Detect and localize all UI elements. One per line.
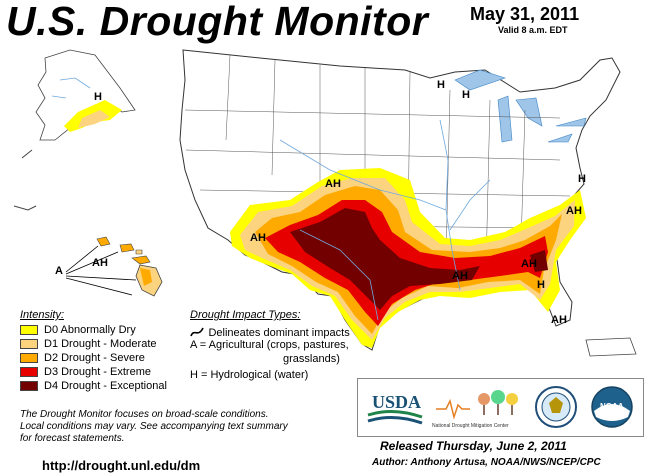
svg-text:NOAA: NOAA (600, 402, 624, 411)
legend-item-d1: D1 Drought - Moderate (20, 337, 157, 350)
noaa-logo: NOAA (591, 386, 633, 428)
svg-text:National Drought Mitigation Ce: National Drought Mitigation Center (432, 423, 509, 429)
ndmc-logo: National Drought Mitigation Center (432, 390, 518, 429)
rivers (279, 119, 491, 321)
legend-swatch (20, 380, 38, 391)
impact-labels: AH AH AH AH AH AH AH A H H H H H (55, 79, 586, 326)
disclaimer-note: The Drought Monitor focuses on broad-sca… (20, 409, 340, 445)
legend-item-d2: D2 Drought - Severe (20, 351, 145, 364)
disclaimer-line: Local conditions may vary. See accompany… (20, 421, 288, 432)
release-date: Released Thursday, June 2, 2011 (380, 439, 567, 453)
legend-swatch (20, 338, 38, 349)
map-date: May 31, 2011 (470, 4, 580, 24)
hawaii-inset (65, 236, 163, 297)
legend-label: D3 Drought - Extreme (44, 365, 151, 378)
map-label: AH (250, 232, 266, 244)
legend-swatch (20, 324, 38, 335)
legend-swatch (20, 366, 38, 377)
map-label: H (437, 79, 445, 91)
puerto-rico-inset (585, 337, 637, 357)
map-label: AH (325, 178, 341, 190)
map-label: H (578, 173, 586, 185)
map-title: U.S. Drought Monitor (6, 0, 429, 44)
partner-logos: USDA National Drought Mitigation Center … (357, 378, 644, 437)
map-label: H (537, 279, 545, 291)
impact-line-3: grasslands) (283, 353, 340, 365)
legend-title: Intensity: (20, 309, 65, 321)
impact-line-2: A = Agricultural (crops, pastures, (190, 339, 349, 351)
map-label: H (462, 89, 470, 101)
author-credit: Author: Anthony Artusa, NOAA/NWS/NCEP/CP… (372, 457, 601, 468)
map-label: H (94, 91, 102, 103)
impact-line-4: H = Hydrological (water) (190, 369, 309, 381)
legend-label: D0 Abnormally Dry (44, 323, 136, 336)
map-label: AH (92, 257, 108, 269)
map-label: AH (566, 205, 582, 217)
legend-item-d3: D3 Drought - Extreme (20, 365, 151, 378)
usda-logo: USDA (367, 392, 423, 425)
map-label: AH (452, 270, 468, 282)
legend-swatch (20, 352, 38, 363)
map-label: A (55, 265, 63, 277)
alaska-inset (13, 49, 136, 211)
svg-text:USDA: USDA (372, 392, 421, 412)
legend-label: D4 Drought - Exceptional (44, 379, 167, 392)
legend-label: D1 Drought - Moderate (44, 337, 157, 350)
impact-boundary-icon (190, 327, 204, 337)
disclaimer-line: The Drought Monitor focuses on broad-sca… (20, 409, 269, 420)
logos-svg: USDA National Drought Mitigation Center … (367, 386, 633, 429)
impact-line-symbol: Delineates dominant impacts (190, 323, 350, 341)
disclaimer-line: for forecast statements. (20, 433, 125, 444)
map-label: AH (551, 314, 567, 326)
map-label: AH (521, 258, 537, 270)
legend-item-d4: D4 Drought - Exceptional (20, 379, 167, 392)
legend-label: D2 Drought - Severe (44, 351, 145, 364)
source-url[interactable]: http://drought.unl.edu/dm (42, 458, 201, 473)
impact-types-title: Drought Impact Types: (190, 309, 301, 321)
valid-time: Valid 8 a.m. EDT (498, 25, 568, 35)
impact-line-1: Delineates dominant impacts (208, 327, 350, 339)
commerce-seal-icon (535, 386, 577, 428)
legend-item-d0: D0 Abnormally Dry (20, 323, 136, 336)
